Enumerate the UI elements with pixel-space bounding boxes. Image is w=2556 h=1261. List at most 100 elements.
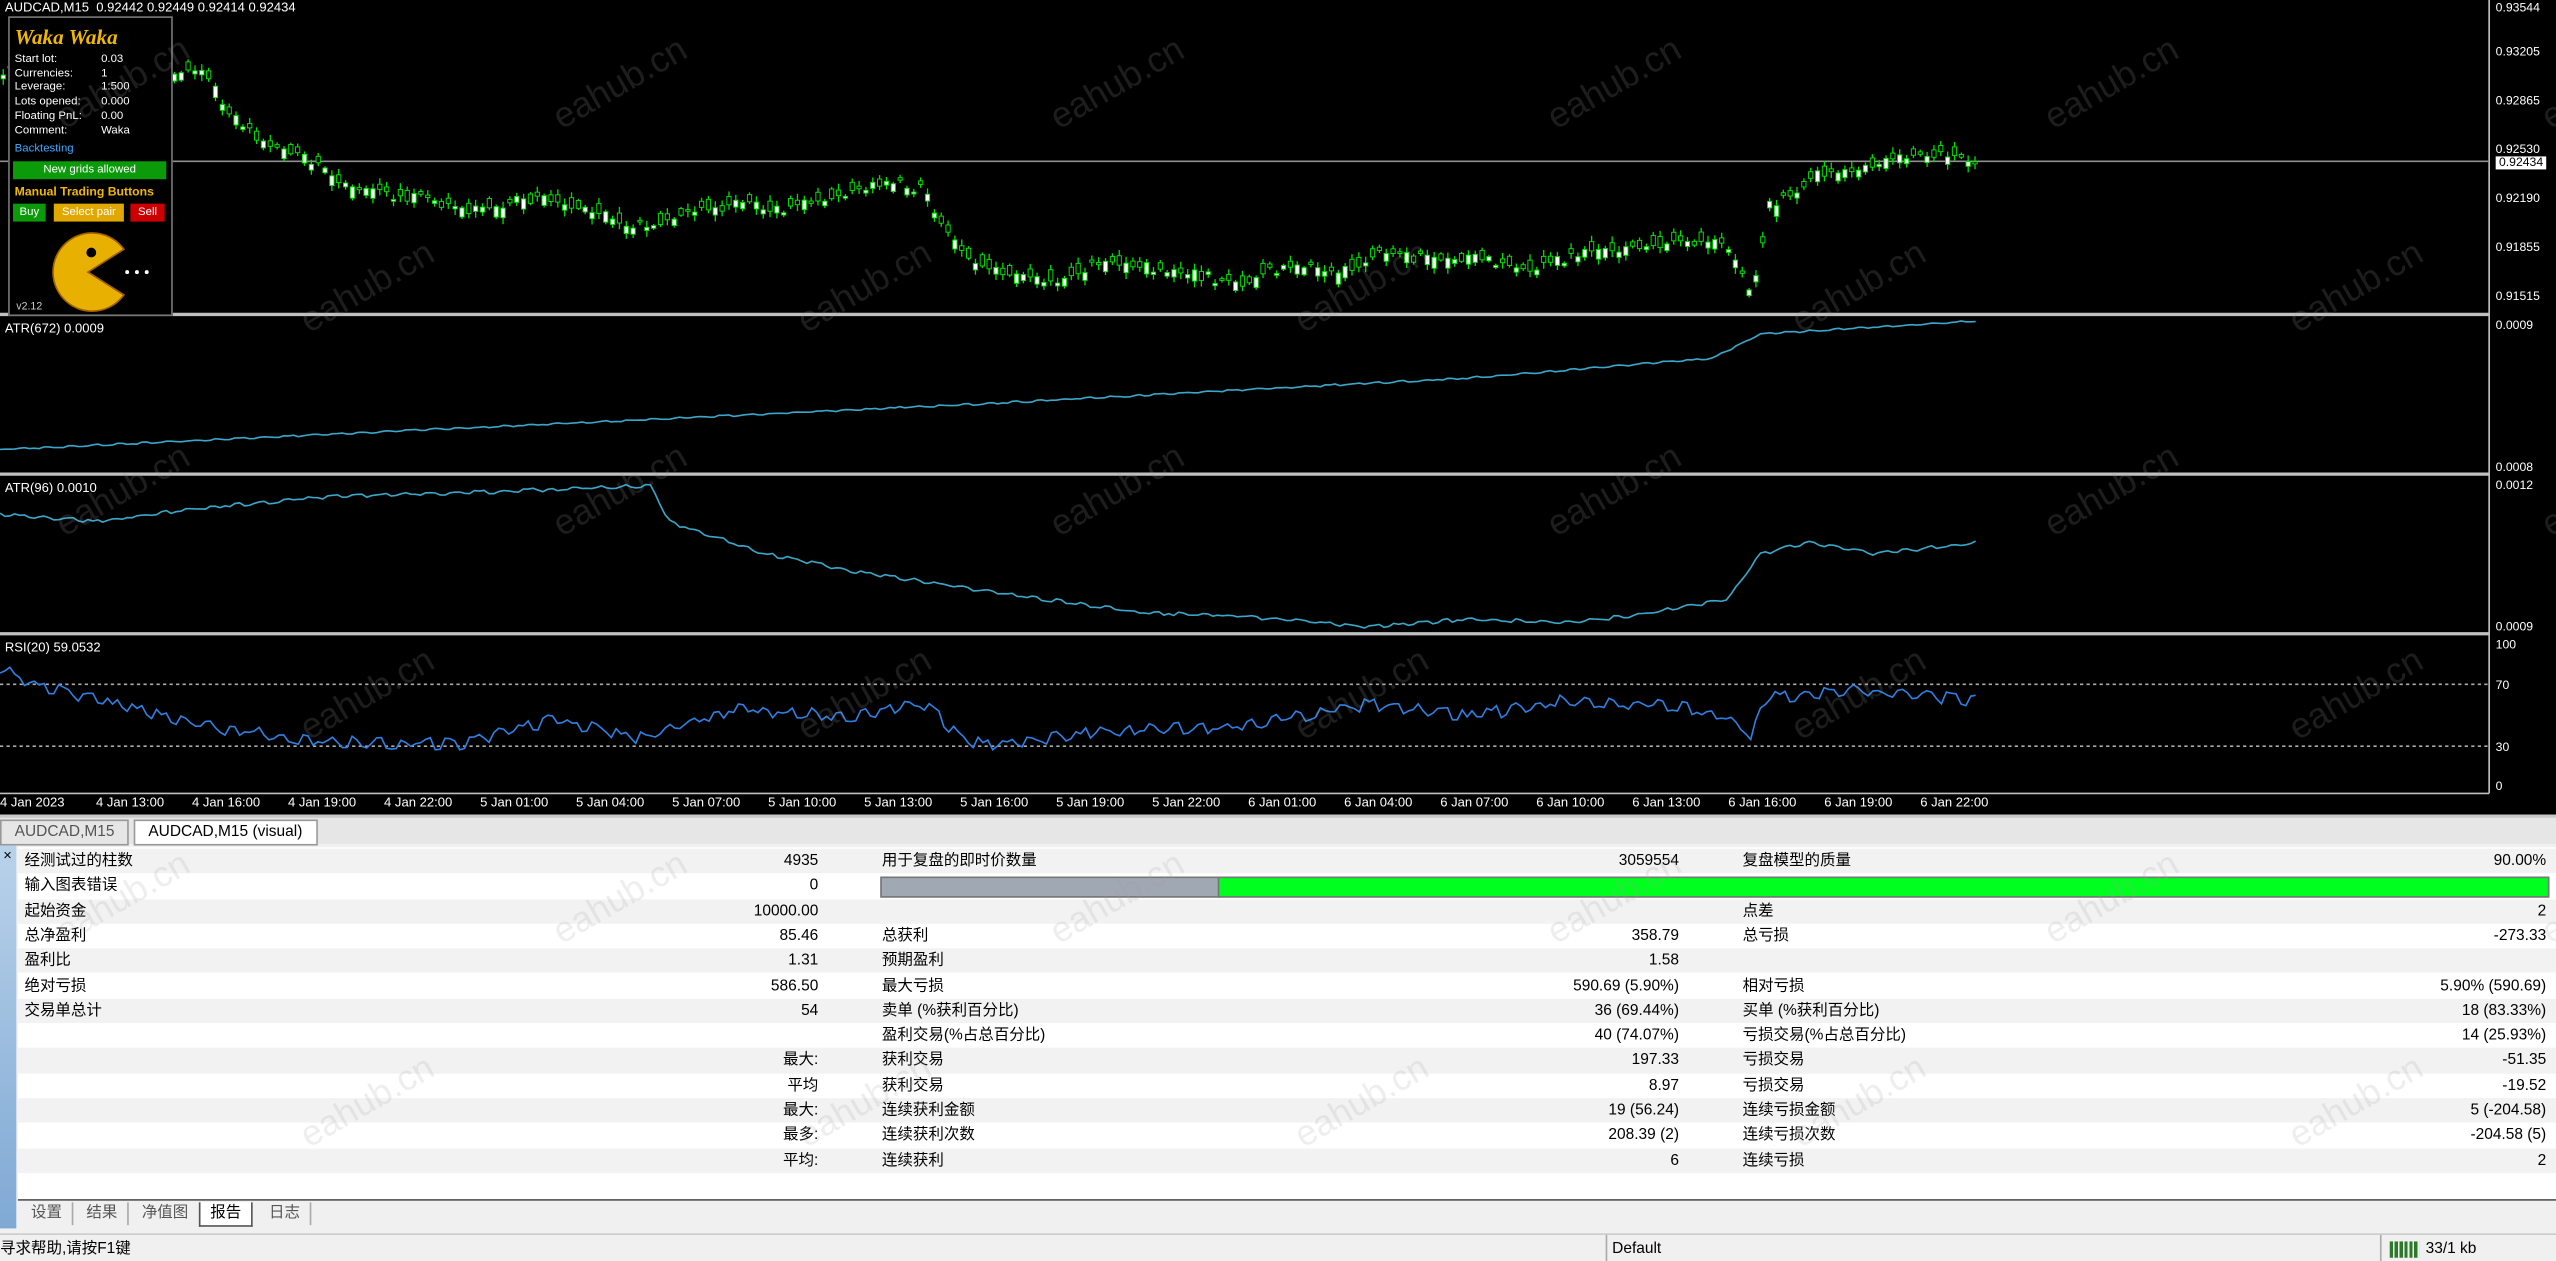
pacman [52,232,126,312]
candle-body [993,266,999,275]
candle-body [1075,262,1081,275]
candle-body [794,199,801,206]
candle-body [1951,146,1958,157]
candle-body [1849,167,1855,173]
candle-body [507,198,513,204]
indicator-axis-label: 0.0009 [2495,317,2534,333]
candle-body [1698,231,1704,242]
report-row [17,923,2556,949]
candle-body [698,200,705,208]
chart-tab[interactable]: AUDCAD,M15 [0,819,130,845]
ea-value: 0.00 [101,110,124,122]
sell-button[interactable]: Sell [130,203,165,222]
candle-body [1219,278,1225,281]
price-label: 0.92530 [2495,141,2540,157]
report-row [17,1073,2556,1099]
candle-body [1212,282,1218,287]
time-label: 4 Jan 19:00 [288,795,357,810]
candle-body [1643,246,1650,251]
report-label: 总获利 [881,926,929,945]
candle-body [753,201,759,210]
candle-body [1376,246,1382,251]
candle-body [1582,249,1588,258]
tester-tab[interactable]: 日志 [259,1202,312,1225]
report-label: 最大亏损 [881,976,944,995]
candle-body [384,186,390,193]
candle-body [1616,251,1622,258]
tester-tab[interactable]: 结果 [77,1202,129,1225]
candle-body [870,181,876,189]
candle-body [452,206,458,210]
pacman-eye [86,247,97,258]
ea-value: 0.000 [101,96,130,108]
tester-tab[interactable]: 净值图 [132,1202,200,1225]
candle-body [959,245,965,251]
tester-sidebar: × [0,845,17,1229]
candle-body [555,194,561,203]
candle-body [1280,264,1287,270]
status-sep [2379,1234,2382,1261]
candle-body [233,115,239,126]
time-label: 6 Jan 16:00 [1728,795,1797,810]
ea-version: v2.12 [16,301,43,313]
report-value: 0 [809,876,819,895]
close-icon[interactable]: × [3,847,12,864]
candle-body [1787,190,1793,197]
traffic-icon [2389,1241,2420,1258]
dot [134,270,139,275]
report-row [17,1023,2556,1049]
tester-tab[interactable]: 报告 [198,1202,253,1226]
candle-body [1068,266,1074,277]
candle-body [760,209,766,215]
report-value: 3059554 [1618,852,1680,870]
candle-body [1089,259,1095,263]
candle-body [1007,265,1013,276]
report-label: 买单 (%获利百分比) [1742,1001,1880,1020]
candle-body [1486,256,1492,262]
candle-body [1493,264,1499,268]
price-label: 0.92865 [2495,92,2540,108]
candle-body [1239,275,1246,287]
candle-body [1506,255,1513,266]
report-value: 208.39 (2) [1608,1126,1680,1145]
candle-body [0,74,6,80]
report-value: -273.33 [2493,926,2547,945]
chart-tab[interactable]: AUDCAD,M15 (visual) [133,819,318,845]
candles [0,52,1978,298]
candle-body [1349,258,1355,271]
candle-body [1513,267,1519,273]
candle-body [1609,242,1615,252]
report-value: 40 (74.07%) [1594,1026,1680,1045]
candle-body [1547,255,1554,263]
ea-status: New grids allowed [13,161,167,180]
ea-label: Leverage: [14,82,66,94]
time-label: 6 Jan 19:00 [1824,795,1893,810]
candle-body [1746,289,1752,297]
rsi-line [0,666,1976,752]
candle-body [349,186,356,199]
select-pair-button[interactable]: Select pair [53,203,124,222]
candle-body [1445,257,1451,269]
buy-button[interactable]: Buy [13,203,46,222]
dot [125,270,130,275]
candle-body [281,148,287,160]
progress-track [880,876,1221,898]
candle-body [1465,254,1472,265]
indicator-axis-label: 0.0009 [2495,619,2534,634]
report-value: 586.50 [770,976,819,995]
atr96-line [0,483,1977,629]
report-label: 亏损交易(%占总百分比) [1742,1026,1907,1045]
report-row [17,848,2556,874]
candle-body [637,219,643,223]
time-label: 5 Jan 10:00 [768,795,837,810]
candle-body [644,226,650,231]
report-value: 85.46 [779,926,819,945]
candle-body [1938,144,1944,153]
candle-body [616,212,623,224]
tester-tab[interactable]: 设置 [21,1202,74,1225]
price-label: 0.91855 [2495,239,2540,255]
candle-body [206,70,212,80]
candle-body [849,181,855,192]
time-label: 6 Jan 22:00 [1920,795,1989,810]
candle-body [1479,249,1485,261]
